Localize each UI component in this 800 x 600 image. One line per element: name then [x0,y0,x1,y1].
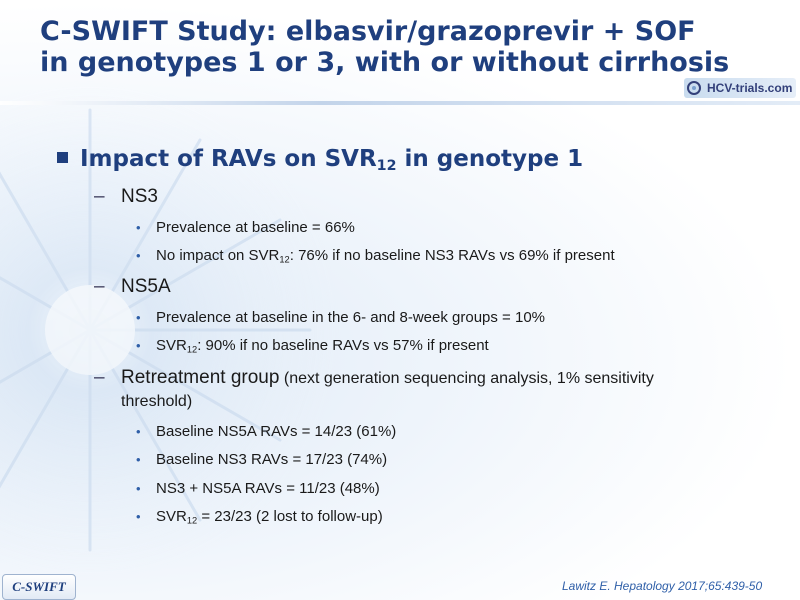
section-label: Retreatment group [121,367,280,388]
dot-bullet-icon: • [136,220,141,235]
logo-mark-icon [687,81,701,95]
list-item: • Prevalence at baseline in the 6- and 8-… [136,309,545,326]
study-badge: C-SWIFT [2,574,76,600]
list-item: • SVR12: 90% if no baseline RAVs vs 57% i… [136,337,489,355]
section-retreatment: – Retreatment group (next generation sequ… [94,366,774,413]
list-item: • Baseline NS5A RAVs = 14/23 (61%) [136,423,397,440]
section-label: NS3 [121,186,158,207]
starburst-decoration [0,80,340,580]
title-divider [0,101,800,105]
dot-bullet-icon: • [136,452,141,467]
hcv-trials-logo: HCV-trials.com [684,78,796,98]
list-item: • Baseline NS3 RAVs = 17/23 (74%) [136,451,388,468]
section-label: NS5A [121,276,171,297]
list-item: • No impact on SVR12: 76% if no baseline … [136,247,615,265]
dash-bullet-icon: – [94,186,105,207]
main-heading: Impact of RAVs on SVR12 in genotype 1 [57,146,584,174]
logo-text: HCV-trials.com [707,81,793,95]
slide-title: C-SWIFT Study: elbasvir/grazoprevir + SO… [40,16,740,78]
dash-bullet-icon: – [94,276,105,297]
section-ns5a: – NS5A [94,276,171,298]
dot-bullet-icon: • [136,424,141,439]
heading-text: Impact of RAVs on SVR12 in genotype 1 [80,146,584,174]
reference-citation: Lawitz E. Hepatology 2017;65:439-50 [562,579,763,593]
dash-bullet-icon: – [94,367,105,388]
section-note: (next generation sequencing analysis, 1%… [279,370,654,387]
section-note-continued: threshold) [121,393,193,410]
list-item: • NS3 + NS5A RAVs = 11/23 (48%) [136,480,380,497]
dot-bullet-icon: • [136,248,141,263]
title-line-1: C-SWIFT Study: elbasvir/grazoprevir + SO… [40,16,696,47]
dot-bullet-icon: • [136,509,141,524]
dot-bullet-icon: • [136,338,141,353]
list-item: • Prevalence at baseline = 66% [136,219,355,236]
dot-bullet-icon: • [136,481,141,496]
section-ns3: – NS3 [94,186,158,208]
title-line-2: in genotypes 1 or 3, with or without cir… [40,47,730,78]
dot-bullet-icon: • [136,310,141,325]
square-bullet-icon [57,152,68,163]
list-item: • SVR12 = 23/23 (2 lost to follow-up) [136,508,383,526]
